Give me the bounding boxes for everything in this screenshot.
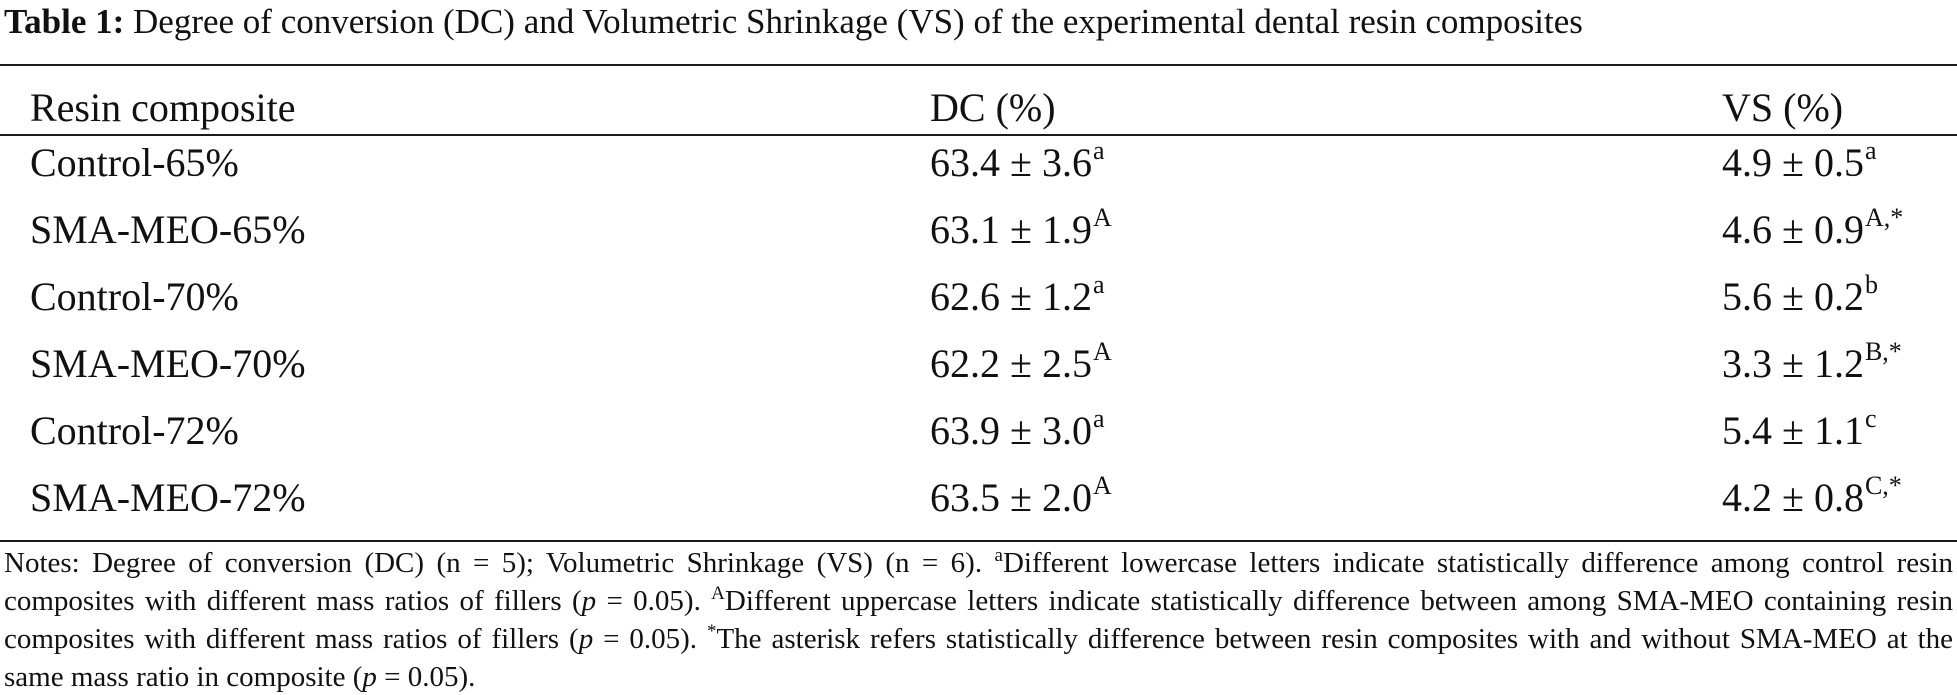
dc-superscript: A (1092, 471, 1112, 500)
p-value-symbol: p (581, 585, 597, 617)
vs-superscript: a (1864, 136, 1877, 165)
table-caption: Table 1: Degree of conversion (DC) and V… (4, 0, 1583, 44)
row-vs: 5.6 ± 0.2b (1722, 270, 1878, 319)
vs-superscript: b (1864, 270, 1878, 299)
caption-text: Degree of conversion (DC) and Volumetric… (133, 2, 1583, 41)
column-header-dc: DC (%) (930, 85, 1056, 130)
table-notes: Notes: Degree of conversion (DC) (n = 5)… (4, 545, 1954, 693)
bottom-rule (0, 540, 1957, 542)
p-value-symbol: p (362, 661, 377, 693)
note-superscript-A: A (711, 583, 725, 604)
header-rule (0, 134, 1957, 136)
row-dc: 63.4 ± 3.6a (930, 136, 1105, 185)
note-superscript-a: a (994, 545, 1003, 566)
row-vs: 4.6 ± 0.9A,* (1722, 203, 1904, 252)
row-vs: 5.4 ± 1.1c (1722, 404, 1877, 453)
dc-superscript: A (1092, 203, 1112, 232)
column-header-resin-composite: Resin composite (30, 85, 296, 130)
vs-superscript: B,* (1864, 337, 1902, 366)
p-value-symbol: p (578, 623, 594, 655)
dc-superscript: a (1092, 270, 1105, 299)
row-name: Control-70% (30, 274, 239, 319)
row-name: Control-65% (30, 140, 239, 185)
note-superscript-asterisk: * (706, 621, 717, 642)
row-dc: 63.9 ± 3.0a (930, 404, 1105, 453)
row-vs: 3.3 ± 1.2B,* (1722, 337, 1902, 386)
dc-superscript: A (1092, 337, 1112, 366)
vs-superscript: C,* (1864, 471, 1902, 500)
column-header-vs: VS (%) (1722, 85, 1844, 130)
dc-superscript: a (1092, 404, 1105, 433)
top-rule (0, 64, 1957, 66)
row-vs: 4.9 ± 0.5a (1722, 136, 1877, 185)
row-name: SMA-MEO-72% (30, 475, 306, 520)
row-dc: 62.6 ± 1.2a (930, 270, 1105, 319)
row-vs: 4.2 ± 0.8C,* (1722, 471, 1902, 520)
row-name: SMA-MEO-70% (30, 341, 306, 386)
row-dc: 63.5 ± 2.0A (930, 471, 1112, 520)
dc-superscript: a (1092, 136, 1105, 165)
row-dc: 63.1 ± 1.9A (930, 203, 1112, 252)
row-dc: 62.2 ± 2.5A (930, 337, 1112, 386)
vs-superscript: c (1864, 404, 1877, 433)
row-name: Control-72% (30, 408, 239, 453)
row-name: SMA-MEO-65% (30, 207, 306, 252)
caption-label: Table 1: (4, 2, 125, 41)
vs-superscript: A,* (1864, 203, 1904, 232)
